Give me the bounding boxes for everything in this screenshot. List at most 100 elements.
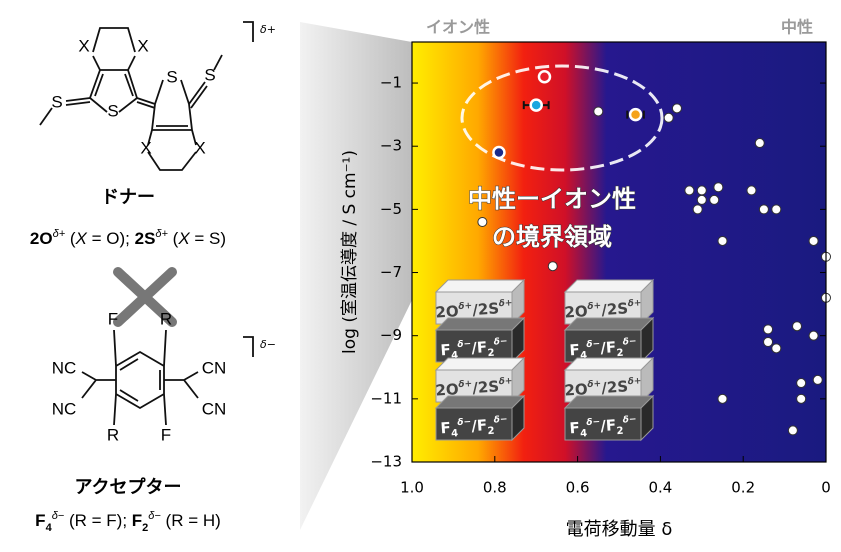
boundary-annotation: の境界領域 (492, 223, 612, 251)
data-point (547, 261, 558, 272)
block-front (564, 329, 642, 363)
block-label-part: δ+ (498, 376, 512, 387)
plot-frame (411, 41, 827, 463)
formula-part: δ+ (53, 228, 66, 240)
y-axis-label: log (室温伝導度 / S cm⁻¹) (340, 150, 360, 354)
annotation: イオン性 (426, 18, 490, 37)
block-label-part: 4 (451, 350, 459, 361)
formula-part: X (75, 229, 88, 248)
data-point (808, 330, 819, 341)
stack-block: 2Oδ+/2Sδ+ (434, 356, 526, 404)
atom: NC (52, 358, 77, 377)
block-label-part: /2S (472, 377, 500, 397)
y-tick-label: −13 (370, 453, 402, 471)
block-label-part: 2O (435, 302, 459, 322)
block-label-part: /2S (601, 299, 629, 319)
data-point (492, 145, 506, 160)
charge: δ+ (260, 23, 276, 36)
block-label-part: /F (471, 338, 488, 357)
acceptor-structure: F R R F NC NC CN CN δ− (52, 309, 276, 444)
block-label-part: 2O (435, 380, 459, 400)
data-point (663, 112, 674, 123)
atom: S (51, 92, 62, 111)
formula-part: δ+ (155, 228, 168, 240)
data-point (713, 182, 724, 193)
block-label-part: 4 (451, 428, 459, 439)
block-label-part: δ− (622, 336, 636, 347)
x-tick-label: 0.6 (566, 479, 590, 497)
block-front (435, 407, 513, 441)
block-label-part: 2O (564, 380, 588, 400)
block-label: 2Oδ+/2Sδ+ (435, 298, 513, 321)
data-point (684, 185, 695, 196)
block-top (434, 395, 526, 409)
block-label-part: /2S (601, 377, 629, 397)
atom: S (166, 67, 177, 86)
y-tick-label: −3 (380, 137, 402, 155)
data-point (754, 138, 765, 149)
block-front (564, 407, 642, 441)
formula-part: (R = F); (64, 511, 132, 530)
data-point (771, 343, 782, 354)
data-point (792, 321, 803, 332)
block-top (563, 317, 655, 331)
stack-block: 2Oδ+/2Sδ+ (563, 356, 655, 404)
x-tick-label: 0 (821, 479, 831, 497)
data-point (808, 235, 819, 246)
block-label-part: δ− (457, 339, 471, 350)
block-top (563, 357, 655, 371)
block-top (434, 317, 526, 331)
block-label-part: 4 (580, 428, 588, 439)
block-label-part: δ− (586, 417, 600, 428)
atom: R (107, 425, 119, 444)
block-label-part: δ− (622, 414, 636, 425)
atom: R (160, 309, 172, 328)
data-point (696, 185, 707, 196)
atom: NC (52, 399, 77, 418)
x-tick-label: 0.2 (731, 479, 755, 497)
block-label-part: δ− (586, 339, 600, 350)
block-label-part: δ+ (587, 379, 601, 390)
formula-part: 4 (46, 522, 53, 534)
formula-part: = S) (190, 229, 226, 248)
data-point (717, 235, 728, 246)
block-label: F4δ−/F2δ− (440, 414, 509, 440)
atom: CN (202, 358, 227, 377)
data-point (796, 393, 807, 404)
stack-block: F4δ−/F2δ− (434, 394, 526, 442)
formula-part: ( (65, 229, 76, 248)
block-label-part: δ+ (627, 376, 641, 387)
block-top (434, 357, 526, 371)
zoom-funnel (300, 22, 412, 530)
block-label-part: δ+ (627, 298, 641, 309)
block-label-part: /F (471, 416, 488, 435)
acceptor-formula: F4δ− (R = F); F2δ− (R = H) (35, 510, 221, 534)
data-point (787, 425, 798, 436)
atom: X (194, 138, 205, 157)
charge: δ− (260, 338, 276, 351)
block-label-part: 4 (580, 350, 588, 361)
atom: F (108, 309, 118, 328)
formula-part: (R = H) (161, 511, 221, 530)
stack-block: 2Oδ+/2Sδ+ (434, 278, 526, 326)
y-tick-label: −7 (380, 263, 402, 281)
data-point (671, 103, 682, 114)
block-label-part: δ+ (498, 298, 512, 309)
stack-block: F4δ−/F2δ− (563, 394, 655, 442)
y-tick-label: −1 (380, 74, 402, 92)
formula-part: 2S (135, 229, 156, 248)
formula-part: X (177, 229, 190, 248)
block-label-part: F (569, 340, 580, 359)
data-point (477, 217, 488, 227)
block-label-part: δ− (493, 336, 507, 347)
data-point (628, 107, 643, 122)
block-label: F4δ−/F2δ− (569, 414, 638, 440)
block-label-part: 2O (564, 302, 588, 322)
stack-block: F4δ−/F2δ− (434, 316, 526, 364)
boundary-annotation: 中性ーイオン性 (468, 185, 636, 213)
data-point (763, 324, 774, 335)
block-label-part: δ− (457, 417, 471, 428)
data-point (771, 204, 782, 215)
block-label-part: 2 (487, 347, 495, 358)
